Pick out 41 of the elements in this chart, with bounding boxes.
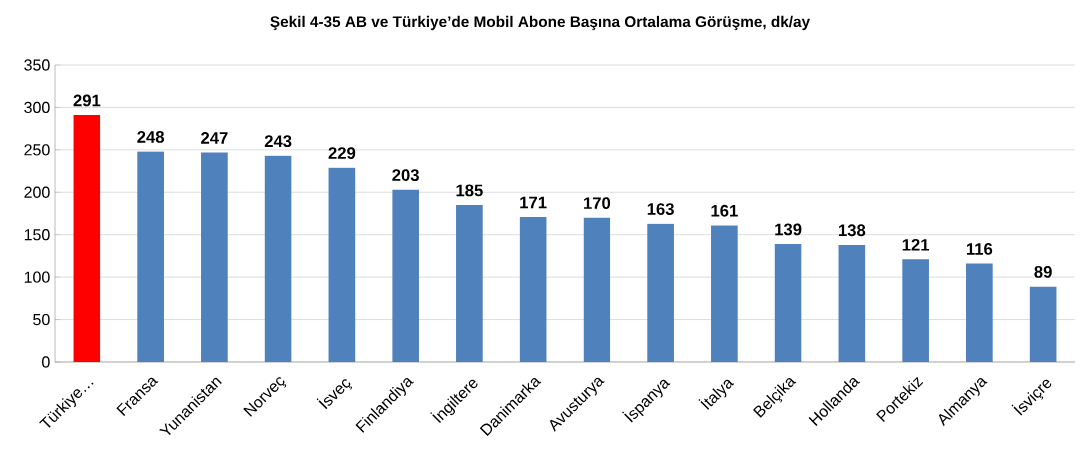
bar (1029, 286, 1057, 362)
bar (264, 155, 292, 362)
y-tick-label: 50 (33, 313, 50, 326)
bar (519, 216, 547, 362)
data-label: 161 (711, 204, 738, 217)
data-label: 170 (584, 197, 611, 210)
data-label: 229 (328, 147, 356, 159)
data-label: 247 (201, 132, 228, 144)
data-label: 138 (839, 224, 866, 237)
bar (456, 205, 483, 362)
chart-title: Şekil 4-35 AB ve Türkiye’de Mobil Abone Başına Ortalama Görüşme, dk/ay (270, 15, 811, 31)
data-label: 116 (966, 243, 993, 255)
y-tick-label: 100 (24, 271, 50, 283)
bar (902, 259, 929, 362)
bar (392, 189, 419, 362)
bar (838, 244, 866, 362)
data-label: 171 (520, 196, 547, 209)
y-tick-label: 0 (42, 356, 50, 368)
bar (711, 225, 738, 362)
data-label: 163 (647, 203, 674, 215)
data-label: 243 (264, 135, 292, 148)
bar (201, 152, 228, 362)
bar (583, 217, 611, 362)
data-label: 121 (902, 238, 930, 251)
bar (73, 115, 101, 362)
data-label: 89 (1034, 265, 1052, 278)
y-tick-label: 150 (24, 229, 50, 241)
bar (328, 167, 356, 362)
data-label: 248 (137, 131, 165, 143)
y-tick-label: 200 (24, 186, 50, 198)
data-label: 139 (775, 223, 802, 236)
bar (966, 263, 993, 362)
data-label: 203 (392, 169, 419, 182)
bar (137, 151, 164, 362)
bar (774, 244, 802, 362)
y-tick-label: 300 (24, 101, 50, 114)
data-label: 185 (456, 184, 483, 197)
data-label: 291 (73, 94, 101, 107)
bar (647, 223, 674, 362)
y-tick-label: 250 (24, 144, 50, 156)
y-tick-label: 350 (24, 59, 50, 71)
